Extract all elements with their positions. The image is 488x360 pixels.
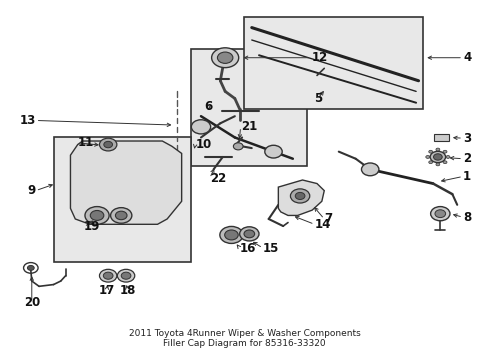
Bar — [244, 17, 423, 109]
Circle shape — [224, 230, 238, 240]
Text: 10: 10 — [195, 138, 211, 151]
Circle shape — [428, 150, 432, 153]
Bar — [434, 134, 448, 141]
Text: 2: 2 — [462, 152, 470, 165]
Text: 19: 19 — [84, 220, 100, 233]
Text: 17: 17 — [99, 284, 115, 297]
Text: 14: 14 — [314, 218, 330, 231]
Circle shape — [211, 48, 238, 68]
Circle shape — [191, 120, 210, 134]
Circle shape — [435, 148, 439, 151]
Circle shape — [434, 210, 445, 217]
Circle shape — [425, 156, 429, 158]
Text: 16: 16 — [239, 242, 256, 255]
Circle shape — [117, 269, 135, 282]
Circle shape — [233, 143, 243, 150]
Text: 6: 6 — [203, 100, 212, 113]
Circle shape — [103, 141, 112, 148]
Circle shape — [103, 272, 113, 279]
Circle shape — [435, 163, 439, 166]
Circle shape — [429, 151, 445, 163]
Circle shape — [99, 269, 117, 282]
Circle shape — [442, 161, 446, 164]
Circle shape — [27, 265, 34, 270]
Circle shape — [430, 207, 449, 221]
Circle shape — [115, 211, 127, 220]
Text: 15: 15 — [263, 242, 279, 255]
Text: 12: 12 — [310, 51, 327, 64]
Bar — [53, 138, 191, 261]
Circle shape — [244, 230, 254, 238]
Circle shape — [433, 154, 441, 160]
Text: 4: 4 — [462, 51, 470, 64]
Text: 5: 5 — [313, 92, 322, 105]
Circle shape — [121, 272, 131, 279]
Circle shape — [85, 207, 109, 224]
Circle shape — [428, 161, 432, 164]
Circle shape — [110, 208, 132, 223]
Text: 21: 21 — [240, 120, 256, 133]
Text: 20: 20 — [23, 296, 40, 309]
Circle shape — [290, 189, 309, 203]
Circle shape — [90, 211, 103, 220]
Text: 18: 18 — [119, 284, 135, 297]
Text: 2011 Toyota 4Runner Wiper & Washer Components
Filler Cap Diagram for 85316-33320: 2011 Toyota 4Runner Wiper & Washer Compo… — [128, 329, 360, 348]
Circle shape — [442, 150, 446, 153]
Text: 13: 13 — [20, 114, 36, 127]
Circle shape — [264, 145, 282, 158]
Text: 9: 9 — [27, 184, 36, 197]
Text: 1: 1 — [462, 170, 470, 183]
Circle shape — [239, 227, 259, 241]
Text: 7: 7 — [324, 212, 332, 225]
Circle shape — [445, 156, 449, 158]
Bar — [191, 49, 307, 166]
Circle shape — [217, 52, 232, 63]
Text: 8: 8 — [462, 211, 470, 224]
Circle shape — [295, 192, 305, 199]
Polygon shape — [70, 141, 181, 224]
Text: 3: 3 — [462, 132, 470, 145]
Text: 11: 11 — [78, 136, 94, 149]
Circle shape — [361, 163, 378, 176]
Polygon shape — [278, 180, 324, 215]
Text: 22: 22 — [209, 172, 225, 185]
Circle shape — [220, 226, 243, 243]
Circle shape — [99, 138, 117, 151]
